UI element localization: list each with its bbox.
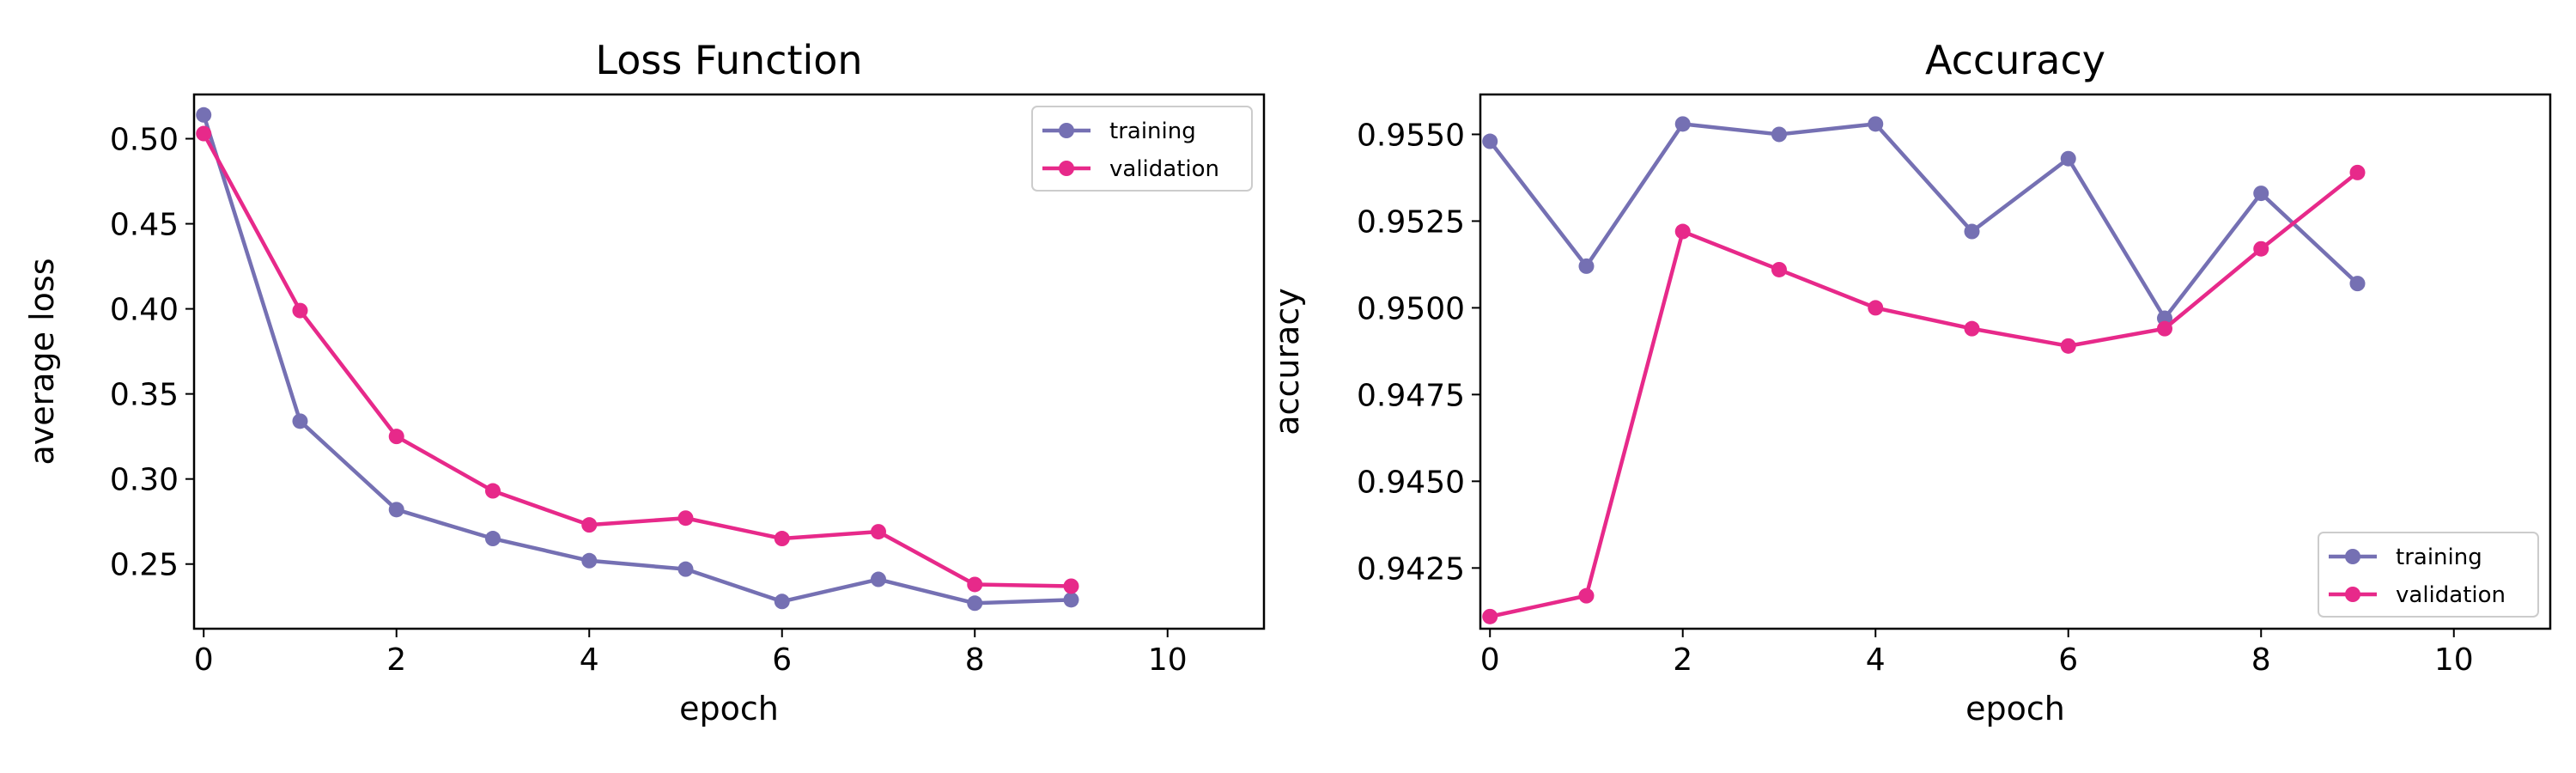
loss-axes-frame: [192, 93, 1266, 630]
loss-y-tick-label: 0.40: [110, 293, 179, 328]
loss-y-tick-label: 0.45: [110, 208, 179, 243]
accuracy-x-tick-label: 2: [1673, 642, 1692, 678]
accuracy-y-tick-label: 0.9525: [1357, 204, 1465, 240]
accuracy-validation-point: [1771, 261, 1787, 277]
loss-validation-point: [677, 510, 694, 526]
loss-x-axis-label: epoch: [679, 690, 779, 727]
accuracy-y-tick-label: 0.9450: [1357, 465, 1465, 500]
loss-y-tick-label: 0.50: [110, 123, 179, 158]
loss-validation-point: [292, 302, 308, 319]
accuracy-x-axis-label: epoch: [1965, 690, 2065, 727]
accuracy-validation-point: [1674, 223, 1691, 240]
accuracy-training-point: [1674, 116, 1691, 132]
loss-legend-swatch-marker: [1059, 123, 1074, 138]
accuracy-training-point: [1771, 126, 1787, 143]
loss-training-point: [196, 107, 212, 123]
accuracy-training-point: [2253, 186, 2269, 202]
accuracy-legend-swatch-marker: [2345, 549, 2360, 564]
accuracy-training-point: [1964, 223, 1980, 240]
loss-validation-line: [202, 132, 1072, 588]
accuracy-x-tick-label: 8: [2251, 642, 2271, 678]
loss-chart-title: Loss Function: [595, 37, 862, 83]
loss-training-point: [292, 413, 308, 429]
accuracy-legend-swatch-marker: [2345, 587, 2360, 602]
accuracy-y-axis-label: accuracy: [1268, 288, 1306, 435]
accuracy-training-point: [2349, 276, 2366, 292]
accuracy-validation-point: [1578, 587, 1595, 604]
loss-validation-point: [196, 125, 212, 142]
loss-y-tick-label: 0.30: [110, 463, 179, 498]
loss-training-point: [870, 571, 886, 587]
accuracy-x-tick-label: 0: [1480, 642, 1500, 678]
accuracy-chart-title: Accuracy: [1925, 37, 2105, 83]
loss-y-axis-label: average loss: [23, 258, 61, 465]
loss-x-tick-label: 10: [1148, 642, 1188, 678]
accuracy-y-tick-label: 0.9475: [1357, 378, 1465, 413]
accuracy-x-tick-label: 4: [1866, 642, 1886, 678]
loss-chart-panel: Loss Function 0 2 4 6 8 10 0.25 0.30 0.35 0.40 0.45…: [23, 37, 1266, 727]
accuracy-training-point: [1868, 116, 1884, 132]
accuracy-x-tick-label: 6: [2058, 642, 2078, 678]
accuracy-validation-point: [1868, 300, 1884, 316]
accuracy-validation-point: [2060, 338, 2076, 354]
loss-training-point: [774, 593, 790, 610]
loss-validation-point: [774, 531, 790, 547]
loss-training-point: [581, 552, 598, 569]
loss-x-tick-label: 8: [965, 642, 985, 678]
accuracy-training-point: [2060, 150, 2076, 167]
accuracy-validation-point: [2156, 320, 2172, 337]
accuracy-training-line: [1488, 122, 2360, 320]
accuracy-legend-label: validation: [2396, 582, 2506, 608]
accuracy-validation-point: [1482, 608, 1498, 624]
accuracy-validation-point: [2253, 240, 2269, 257]
accuracy-validation-line: [1489, 171, 2359, 619]
loss-validation-point: [870, 524, 886, 540]
loss-validation-point: [388, 429, 404, 445]
loss-training-point: [967, 595, 983, 612]
accuracy-legend-label: training: [2396, 545, 2482, 570]
accuracy-training-point: [1578, 258, 1595, 274]
loss-legend-label: training: [1109, 119, 1196, 144]
accuracy-x-tick-label: 10: [2434, 642, 2474, 678]
accuracy-chart-panel: Accuracy 0 2 4 6 8 10 0.9425 0.9450 0.9475 0.9500 0…: [1268, 37, 2552, 727]
accuracy-training-point: [1482, 133, 1498, 149]
loss-x-tick-label: 6: [772, 642, 792, 678]
loss-validation-point: [967, 576, 983, 593]
loss-validation-point: [1063, 578, 1079, 594]
loss-validation-point: [484, 483, 501, 499]
accuracy-validation-point: [2349, 164, 2366, 180]
loss-training-point: [1063, 592, 1079, 608]
loss-validation-point: [581, 517, 598, 533]
loss-training-line: [202, 114, 1072, 606]
accuracy-y-tick-label: 0.9550: [1357, 118, 1465, 153]
loss-training-point: [677, 561, 694, 577]
accuracy-legend: training validation: [2318, 532, 2539, 618]
loss-legend-swatch-marker: [1059, 161, 1074, 176]
loss-y-tick-label: 0.25: [110, 548, 179, 583]
loss-training-point: [484, 531, 501, 547]
loss-legend-label: validation: [1109, 156, 1219, 182]
accuracy-axes-frame: [1479, 93, 2552, 630]
loss-x-tick-label: 2: [386, 642, 406, 678]
loss-training-point: [388, 502, 404, 518]
accuracy-y-tick-label: 0.9425: [1357, 551, 1465, 587]
loss-x-tick-label: 0: [194, 642, 214, 678]
loss-legend: training validation: [1031, 106, 1253, 192]
accuracy-y-tick-label: 0.9500: [1357, 291, 1465, 326]
accuracy-validation-point: [1964, 320, 1980, 337]
loss-y-tick-label: 0.35: [110, 378, 179, 413]
loss-x-tick-label: 4: [580, 642, 599, 678]
